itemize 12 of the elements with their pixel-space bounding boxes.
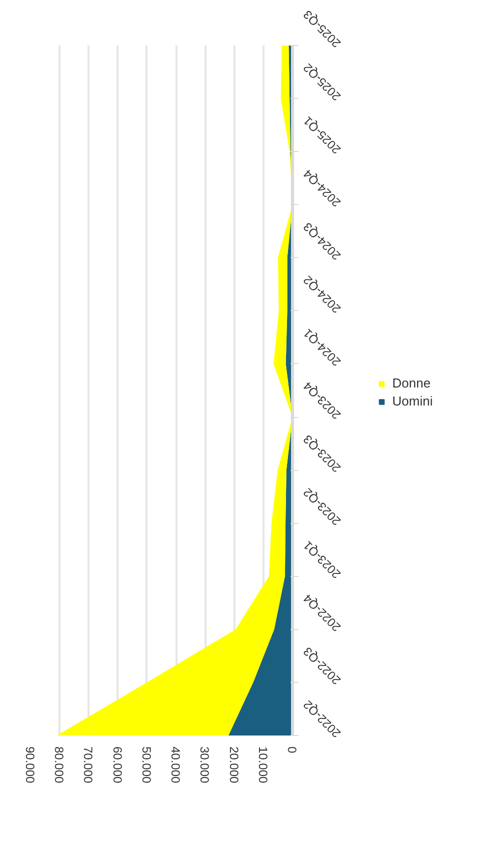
x-tick-label: 20.000 [226, 746, 241, 784]
x-tick-label: 80.000 [52, 746, 66, 784]
x-tick-label: 70.000 [81, 746, 96, 784]
x-tick-label: 30.000 [198, 746, 212, 784]
legend-label: Uomini [392, 394, 433, 408]
x-tick-label: 10.000 [256, 746, 270, 784]
x-tick-label: 90.000 [23, 746, 37, 784]
x-tick-label: 40.000 [168, 746, 183, 784]
x-tick-label: 0 [285, 746, 299, 754]
x-tick-label: 60.000 [110, 746, 124, 784]
legend-label: Donne [392, 376, 431, 390]
x-tick-label: 50.000 [139, 746, 154, 784]
